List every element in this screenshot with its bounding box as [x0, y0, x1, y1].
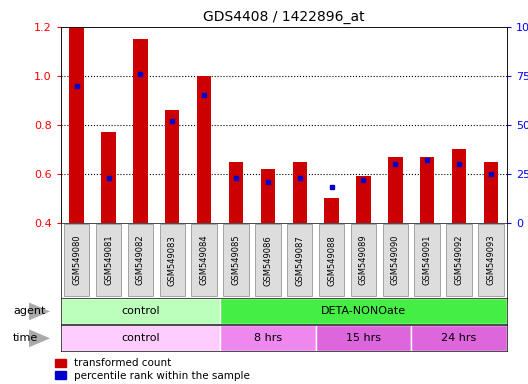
Polygon shape [29, 303, 50, 320]
Bar [165, 110, 180, 223]
FancyBboxPatch shape [446, 224, 472, 296]
Text: control: control [121, 306, 159, 316]
Bar [70, 27, 84, 223]
Text: 8 hrs: 8 hrs [254, 333, 282, 343]
Text: control: control [121, 333, 159, 343]
Text: GSM549088: GSM549088 [327, 235, 336, 286]
Bar [411, 325, 507, 351]
Text: agent: agent [13, 306, 45, 316]
Bar [420, 157, 435, 223]
Text: GSM549080: GSM549080 [72, 235, 81, 285]
Bar [484, 162, 498, 223]
Bar [220, 325, 316, 351]
Bar [316, 325, 411, 351]
Bar [261, 169, 275, 223]
Text: DETA-NONOate: DETA-NONOate [321, 306, 406, 316]
Text: GSM549085: GSM549085 [231, 235, 240, 285]
FancyBboxPatch shape [64, 224, 89, 296]
Text: 15 hrs: 15 hrs [346, 333, 381, 343]
FancyBboxPatch shape [319, 224, 344, 296]
Bar [197, 76, 211, 223]
Text: GSM549082: GSM549082 [136, 235, 145, 285]
FancyBboxPatch shape [191, 224, 217, 296]
Bar [293, 162, 307, 223]
Text: time: time [13, 333, 39, 343]
Text: GSM549093: GSM549093 [486, 235, 495, 285]
FancyBboxPatch shape [351, 224, 376, 296]
Bar [220, 298, 507, 324]
FancyBboxPatch shape [478, 224, 504, 296]
FancyBboxPatch shape [159, 224, 185, 296]
Text: GSM549090: GSM549090 [391, 235, 400, 285]
Text: GSM549084: GSM549084 [200, 235, 209, 285]
FancyBboxPatch shape [287, 224, 313, 296]
FancyBboxPatch shape [128, 224, 153, 296]
Text: 24 hrs: 24 hrs [441, 333, 477, 343]
Text: GSM549089: GSM549089 [359, 235, 368, 285]
Bar [452, 149, 466, 223]
Bar [229, 162, 243, 223]
Bar [133, 39, 147, 223]
Legend: transformed count, percentile rank within the sample: transformed count, percentile rank withi… [55, 359, 250, 381]
Bar [356, 176, 371, 223]
Text: GSM549086: GSM549086 [263, 235, 272, 286]
FancyBboxPatch shape [96, 224, 121, 296]
Bar [388, 157, 402, 223]
Text: GSM549092: GSM549092 [455, 235, 464, 285]
Text: GSM549083: GSM549083 [168, 235, 177, 286]
Polygon shape [29, 329, 50, 347]
Bar [324, 198, 339, 223]
FancyBboxPatch shape [255, 224, 280, 296]
Bar [61, 298, 220, 324]
Text: GSM549091: GSM549091 [423, 235, 432, 285]
Bar [101, 132, 116, 223]
FancyBboxPatch shape [223, 224, 249, 296]
FancyBboxPatch shape [383, 224, 408, 296]
Text: GSM549087: GSM549087 [295, 235, 304, 286]
FancyBboxPatch shape [414, 224, 440, 296]
Bar [61, 325, 220, 351]
Text: GSM549081: GSM549081 [104, 235, 113, 285]
Title: GDS4408 / 1422896_at: GDS4408 / 1422896_at [203, 10, 365, 25]
